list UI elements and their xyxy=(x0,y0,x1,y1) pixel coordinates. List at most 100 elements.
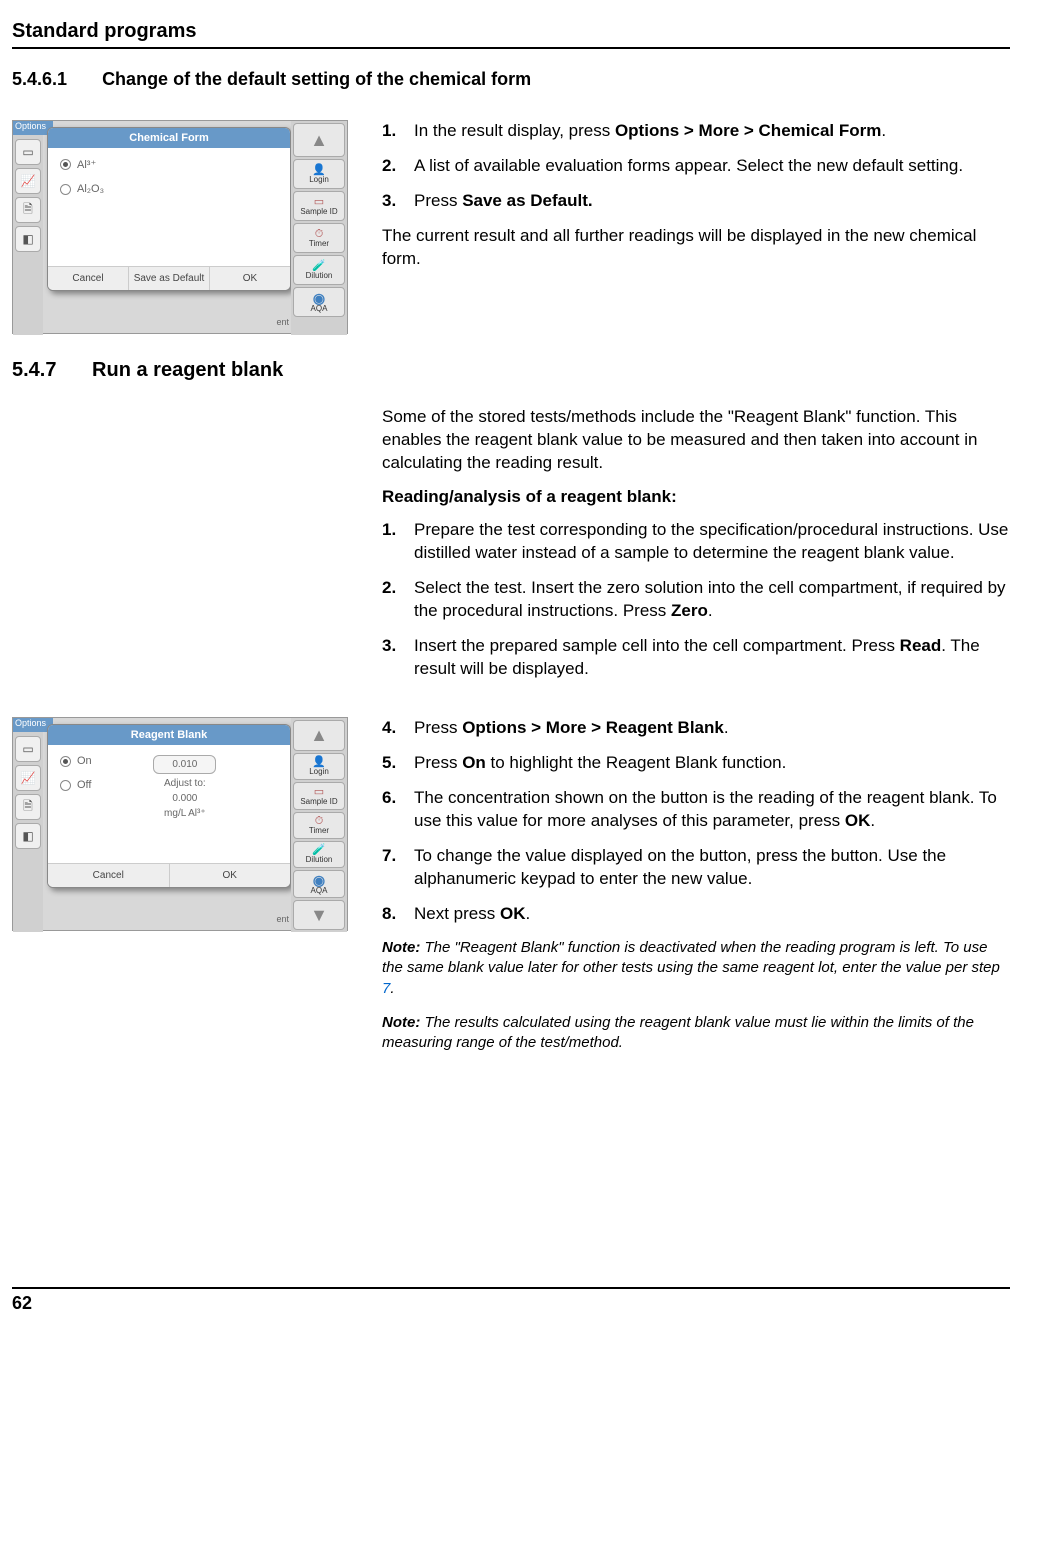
radio-unselected-icon xyxy=(60,184,71,195)
label: Timer xyxy=(309,240,329,248)
ss-side-btn-1: ▭ xyxy=(15,139,41,165)
text: Press xyxy=(414,718,462,737)
label: Login xyxy=(309,176,329,184)
bold-text: OK xyxy=(500,904,526,923)
section-title: Change of the default setting of the che… xyxy=(102,69,531,89)
ss-right-sidebar: ▲ 👤Login ▭Sample ID ⏱Timer 🧪Dilution ◉AQ… xyxy=(291,121,347,335)
ss-dilution-button: 🧪Dilution xyxy=(293,255,345,285)
ss-timer-button: ⏱Timer xyxy=(293,812,345,839)
step-item: Insert the prepared sample cell into the… xyxy=(382,635,1010,681)
step-item: A list of available evaluation forms app… xyxy=(382,155,1010,178)
down-arrow-icon: ▼ xyxy=(293,900,345,931)
note-label: Note: xyxy=(382,939,420,956)
radio-unselected-icon xyxy=(60,780,71,791)
ss-side-btn-4: ◧ xyxy=(15,226,41,252)
page-footer: 62 xyxy=(12,1287,1010,1314)
sub-heading: Reading/analysis of a reagent blank: xyxy=(382,487,1010,507)
note-1: Note: The "Reagent Blank" function is de… xyxy=(382,938,1010,999)
bold-text: Zero xyxy=(671,601,708,620)
section-heading-5-4-7: 5.4.7 Run a reagent blank xyxy=(12,359,1010,382)
ss-save-default-button: Save as Default xyxy=(129,267,210,290)
ss-dilution-button: 🧪Dilution xyxy=(293,841,345,868)
step-item: Press On to highlight the Reagent Blank … xyxy=(382,752,1010,775)
text: In the result display, press xyxy=(414,121,615,140)
label: Dilution xyxy=(306,272,333,280)
ss-radio-off: Off xyxy=(60,779,92,791)
text: to highlight the Reagent Blank function. xyxy=(486,753,787,772)
text: Press xyxy=(414,753,462,772)
radio-label: Al³⁺ xyxy=(77,158,96,171)
ss-timer-button: ⏱Timer xyxy=(293,223,345,253)
ss-radio-al: Al³⁺ xyxy=(60,158,104,171)
step-item: The concentration shown on the button is… xyxy=(382,787,1010,833)
ss-behind-text: ent xyxy=(276,317,289,327)
label: Sample ID xyxy=(300,798,337,806)
intro-text: Some of the stored tests/methods include… xyxy=(382,406,1010,475)
ss-right-sidebar: ▲ 👤Login ▭Sample ID ⏱Timer 🧪Dilution ◉AQ… xyxy=(291,718,347,932)
label: Login xyxy=(309,768,329,776)
text: Insert the prepared sample cell into the… xyxy=(414,636,900,655)
text: Press xyxy=(414,191,462,210)
bold-text: Options > More > Reagent Blank xyxy=(462,718,724,737)
text-column: Some of the stored tests/methods include… xyxy=(382,406,1010,692)
bold-text: Options > More > Chemical Form xyxy=(615,121,881,140)
label: Dilution xyxy=(306,856,333,864)
ss-ok-button: OK xyxy=(210,267,290,290)
outro-text: The current result and all further readi… xyxy=(382,225,1010,271)
ss-dialog-footer: Cancel Save as Default OK xyxy=(48,266,290,290)
ss-aqa-button: ◉AQA xyxy=(293,870,345,897)
ss-sample-id-button: ▭Sample ID xyxy=(293,782,345,809)
section-number: 5.4.7 xyxy=(12,359,56,382)
ss-cancel-button: Cancel xyxy=(48,864,170,887)
up-arrow-icon: ▲ xyxy=(293,123,345,157)
ss-aqa-button: ◉AQA xyxy=(293,287,345,317)
ss-radio-on: On xyxy=(60,755,92,767)
content-row-3: Options ▭ 📈 🗎 ◧ Reagent Blank On xyxy=(12,717,1010,1067)
section-heading-5-4-6-1: 5.4.6.1 Change of the default setting of… xyxy=(12,69,1010,90)
text: . xyxy=(724,718,729,737)
ss-sample-id-button: ▭Sample ID xyxy=(293,191,345,221)
ss-dialog-body: On Off 0.010 Adjust to: 0.000 mg/L Al³⁺ xyxy=(48,745,290,863)
text-column: Press Options > More > Reagent Blank. Pr… xyxy=(382,717,1010,1067)
ss-dialog-center: 0.010 Adjust to: 0.000 mg/L Al³⁺ xyxy=(92,755,278,853)
radio-label: On xyxy=(77,755,92,767)
ss-ok-button: OK xyxy=(170,864,291,887)
content-row-2: Some of the stored tests/methods include… xyxy=(12,406,1010,692)
radio-selected-icon xyxy=(60,159,71,170)
ss-left-sidebar: ▭ 📈 🗎 ◧ xyxy=(13,732,43,932)
text: The concentration shown on the button is… xyxy=(414,788,997,830)
ss-login-button: 👤Login xyxy=(293,159,345,189)
text: . xyxy=(881,121,886,140)
ss-login-button: 👤Login xyxy=(293,753,345,780)
figure-column: Options ▭ 📈 🗎 ◧ Reagent Blank On xyxy=(12,717,382,1067)
text: Next press xyxy=(414,904,500,923)
text: . xyxy=(870,811,875,830)
section-number: 5.4.6.1 xyxy=(12,69,67,90)
step-item: To change the value displayed on the but… xyxy=(382,845,1010,891)
ss-side-btn-3: 🗎 xyxy=(15,197,41,223)
note-body: The results calculated using the reagent… xyxy=(382,1014,974,1051)
screenshot-reagent-blank: Options ▭ 📈 🗎 ◧ Reagent Blank On xyxy=(12,717,348,931)
figure-column: Options ▭ 📈 🗎 ◧ Chemical Form Al³⁺ xyxy=(12,120,382,334)
note-2: Note: The results calculated using the r… xyxy=(382,1013,1010,1054)
ss-value-button: 0.010 xyxy=(153,755,216,774)
adjust-label: Adjust to: xyxy=(164,778,206,789)
step-item: Press Save as Default. xyxy=(382,190,1010,213)
figure-column-empty xyxy=(12,406,382,692)
ss-dialog-body: Al³⁺ Al₂O₃ xyxy=(48,148,290,266)
step-item: Prepare the test corresponding to the sp… xyxy=(382,519,1010,565)
step-item: In the result display, press Options > M… xyxy=(382,120,1010,143)
text-column: In the result display, press Options > M… xyxy=(382,120,1010,334)
label: AQA xyxy=(311,305,328,313)
ss-side-btn-2: 📈 xyxy=(15,168,41,194)
steps-list-2a: Prepare the test corresponding to the sp… xyxy=(382,519,1010,681)
step-item: Press Options > More > Reagent Blank. xyxy=(382,717,1010,740)
ss-dialog-chemical-form: Chemical Form Al³⁺ Al₂O₃ Cancel xyxy=(47,127,291,291)
ss-side-btn-1: ▭ xyxy=(15,736,41,762)
bold-text: On xyxy=(462,753,486,772)
text: . xyxy=(708,601,713,620)
note-body: The "Reagent Blank" function is deactiva… xyxy=(382,939,1000,976)
ss-dialog-footer: Cancel OK xyxy=(48,863,290,887)
radio-selected-icon xyxy=(60,756,71,767)
adjust-value: 0.000 xyxy=(172,793,197,804)
